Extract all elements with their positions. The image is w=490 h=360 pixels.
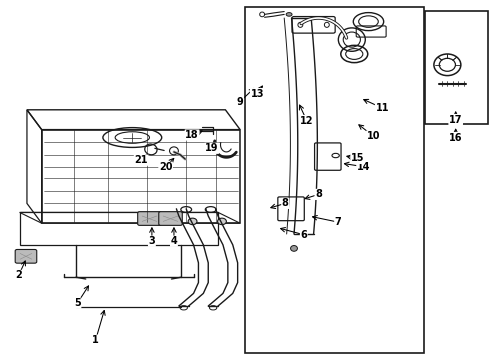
Ellipse shape [286, 13, 292, 16]
Bar [425, 11, 488, 124]
FancyBboxPatch shape [138, 212, 161, 225]
Text: 1: 1 [92, 335, 99, 345]
Bar [245, 7, 424, 353]
Text: 20: 20 [159, 162, 172, 172]
Text: 3: 3 [148, 236, 155, 246]
Text: 19: 19 [205, 143, 219, 153]
Ellipse shape [188, 218, 197, 225]
Text: 7: 7 [335, 217, 342, 227]
Text: 2: 2 [15, 270, 22, 280]
FancyBboxPatch shape [15, 249, 37, 263]
Ellipse shape [291, 246, 297, 251]
Text: 8: 8 [315, 189, 322, 199]
Text: 8: 8 [282, 198, 289, 208]
FancyBboxPatch shape [159, 212, 182, 225]
Text: 18: 18 [185, 130, 199, 140]
Text: 15: 15 [351, 153, 365, 163]
Text: 13: 13 [250, 89, 264, 99]
Text: 21: 21 [134, 155, 148, 165]
Text: 14: 14 [357, 162, 370, 172]
Text: 16: 16 [449, 132, 463, 143]
Ellipse shape [218, 218, 226, 225]
Text: 12: 12 [300, 116, 314, 126]
Text: 5: 5 [74, 298, 81, 308]
Text: 4: 4 [171, 236, 177, 246]
Text: 17: 17 [449, 114, 463, 125]
Text: 9: 9 [237, 96, 244, 107]
Text: 6: 6 [300, 230, 307, 240]
Text: 10: 10 [367, 131, 380, 141]
Text: 11: 11 [375, 103, 389, 113]
